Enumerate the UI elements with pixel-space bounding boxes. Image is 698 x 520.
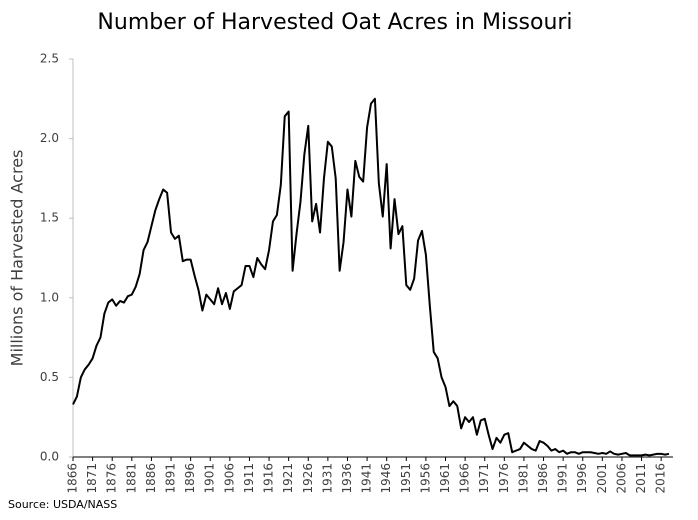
data-line: [72, 97, 670, 457]
x-tick-label: 1886: [144, 463, 158, 494]
x-tick-label: 1931: [320, 463, 334, 494]
y-axis-label: Millions of Harvested Acres: [8, 150, 27, 367]
x-tick-label: 1871: [85, 463, 99, 494]
x-tick-label: 1981: [516, 463, 530, 494]
x-tick-label: 2001: [595, 463, 609, 494]
x-tick-label: 1911: [242, 463, 256, 494]
chart-title: Number of Harvested Oat Acres in Missour…: [97, 10, 572, 35]
x-tick-label: 1991: [556, 463, 570, 494]
y-tick-label: 2.0: [40, 131, 59, 145]
x-tick-label: 1996: [575, 463, 589, 494]
y-tick-label: 2.5: [40, 52, 59, 66]
x-tick-label: 2011: [634, 463, 648, 494]
x-tick-label: 1966: [458, 463, 472, 494]
x-tick-label: 1881: [124, 463, 138, 494]
x-tick-label: 1901: [203, 463, 217, 494]
y-tick-label: 0.0: [40, 450, 59, 464]
x-tick-label: 1896: [183, 463, 197, 494]
x-tick-label: 1916: [262, 463, 276, 494]
x-tick-label: 1971: [477, 463, 491, 494]
x-tick-label: 1946: [379, 463, 393, 494]
y-tick-label: 1.5: [40, 211, 59, 225]
x-tick-label: 2006: [614, 463, 628, 494]
x-tick-label: 1921: [281, 463, 295, 494]
x-tick-label: 1961: [438, 463, 452, 494]
x-tick-label: 1891: [164, 463, 178, 494]
x-tick-label: 1941: [360, 463, 374, 494]
x-tick-label: 2016: [654, 463, 668, 494]
x-tick-label: 1976: [497, 463, 511, 494]
x-tick-label: 1866: [66, 463, 80, 494]
y-tick-label: 1.0: [40, 290, 59, 304]
x-tick-label: 1951: [399, 463, 413, 494]
source-note: Source: USDA/NASS: [8, 498, 117, 511]
x-tick-label: 1936: [340, 463, 354, 494]
x-tick-label: 1926: [301, 463, 315, 494]
x-tick-label: 1876: [105, 463, 119, 494]
y-tick-label: 0.5: [40, 370, 59, 384]
x-tick-label: 1956: [418, 463, 432, 494]
x-tick-label: 1986: [536, 463, 550, 494]
x-tick-label: 1906: [222, 463, 236, 494]
